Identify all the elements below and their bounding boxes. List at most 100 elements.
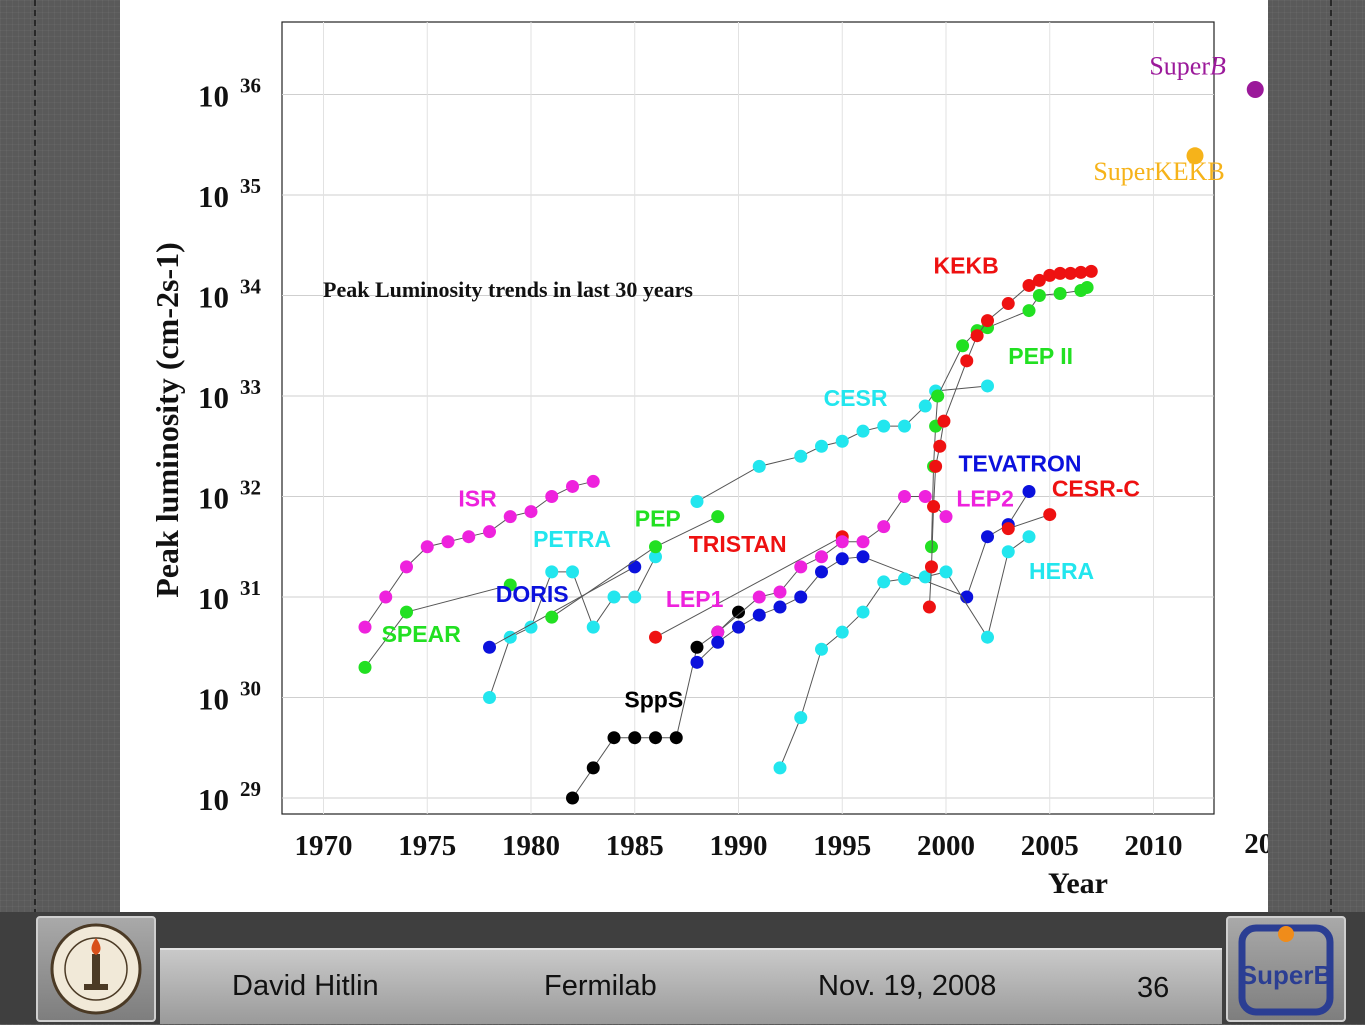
data-point-pep-ii [924,540,938,554]
series-label-isr: ISR [458,486,497,512]
projection-label-italic: B [1210,51,1226,80]
y-tick-exponent: 31 [240,576,261,600]
data-point-tevatron [856,550,870,564]
y-tick-base: 10 [198,782,229,817]
data-point-tevatron [981,530,994,544]
series-label-kekb: KEKB [934,252,999,278]
data-point-isr [524,505,538,519]
y-tick-base: 10 [198,79,229,114]
data-point-cesr [918,399,932,413]
y-tick-label: 10 35 [198,174,261,214]
data-point-hera [918,570,932,584]
x-tick-label: 1975 [398,830,456,862]
y-tick-base: 10 [198,280,229,315]
projection-point-superb [1246,80,1264,98]
data-point-cesr [981,379,994,393]
x-tick-label: 1980 [502,830,560,862]
y-tick-exponent: 33 [240,375,261,399]
data-point-pep-ii [1080,280,1094,294]
data-point-spear [400,605,413,619]
series-label-pep-ii: PEP II [1008,343,1073,369]
data-point-spps [566,791,579,805]
caltech-logo[interactable] [36,916,156,1022]
data-point-doris [628,560,642,574]
data-point-hera [835,625,849,639]
series-label-tevatron: TEVATRON [958,450,1081,476]
data-point-pep-ii [1032,289,1046,302]
data-point-spear [358,660,372,674]
data-point-cesr [690,495,704,509]
data-point-petra [628,590,642,604]
superb-logo[interactable]: SuperB [1226,916,1346,1022]
data-point-hera [773,761,787,775]
y-tick-base: 10 [198,380,229,415]
data-point-kekb [922,600,936,614]
data-point-kekb [924,560,938,574]
x-tick-label: 1990 [710,830,768,862]
data-point-petra [586,620,600,634]
data-point-cesr-c [1001,522,1015,536]
data-point-lep1 [815,550,828,564]
data-point-tevatron [711,635,725,649]
data-point-tristan [649,630,662,644]
x-axis-title: Year [1048,867,1108,900]
data-point-isr [566,479,579,493]
data-point-pep-ii [1053,286,1067,300]
y-tick-base: 10 [198,179,229,214]
y-tick-label: 10 30 [198,677,261,717]
data-point-tevatron [773,600,787,614]
data-point-doris [483,640,496,654]
data-point-pep-ii [1022,304,1036,318]
data-point-spps [607,731,621,745]
data-point-isr [400,560,413,574]
series-line-lep1 [717,496,947,633]
series-label-lep1: LEP1 [666,586,724,612]
right-stitching [1330,0,1332,915]
data-point-hera [898,572,911,586]
data-point-kekb [1084,264,1098,278]
data-point-kekb [960,354,974,368]
data-point-petra [503,630,517,644]
projection-label-main: Super [1149,51,1210,80]
data-point-lep1 [918,490,932,503]
data-point-kekb [1001,297,1015,311]
projection-label-superkekb: SuperKEKB [1093,157,1224,186]
x-tick-label: 1995 [813,830,871,862]
data-point-petra [524,620,538,634]
data-point-kekb [1064,266,1077,280]
projection-point-superkekb [1186,147,1204,165]
series-label-hera: HERA [1029,558,1094,584]
series-label-pep: PEP [635,506,681,532]
series-label-cesr: CESR [824,385,888,411]
y-tick-base: 10 [198,581,229,616]
data-point-cesr-c [1043,508,1057,522]
data-point-cesr [815,439,828,453]
footer-strip [160,948,1222,1024]
data-point-lep1 [773,585,787,599]
series-label-spps: SppS [624,687,683,713]
series-line-tevatron [696,491,1030,663]
slide-area: 10 29 10 30 10 31 10 32 10 33 10 34 10 35 10 36 1970 1975… [120,0,1268,915]
y-tick-base: 10 [198,682,229,717]
data-point-spps [628,731,642,745]
y-tick-exponent: 29 [240,777,261,801]
data-point-kekb [981,314,994,328]
series-label-petra: PETRA [533,526,611,552]
y-tick-label: 10 29 [198,777,261,817]
left-stitching [34,0,36,915]
y-tick-label: 10 31 [198,576,261,616]
series-label-lep2: LEP2 [956,486,1014,512]
series-label-cesr-c: CESR-C [1052,476,1140,502]
data-point-tevatron [815,565,828,579]
data-point-spps [732,605,745,619]
data-point-isr [441,535,455,549]
series-line-hera [779,536,1030,769]
chart-title: Peak Luminosity trends in last 30 years [323,277,693,302]
data-point-kekb [927,500,941,514]
data-point-spps [669,731,683,745]
y-tick-exponent: 32 [240,476,261,500]
data-point-hera [815,642,828,656]
x-tick-label: 1985 [606,830,664,862]
data-point-tevatron [752,608,766,622]
data-point-tevatron [835,552,849,566]
